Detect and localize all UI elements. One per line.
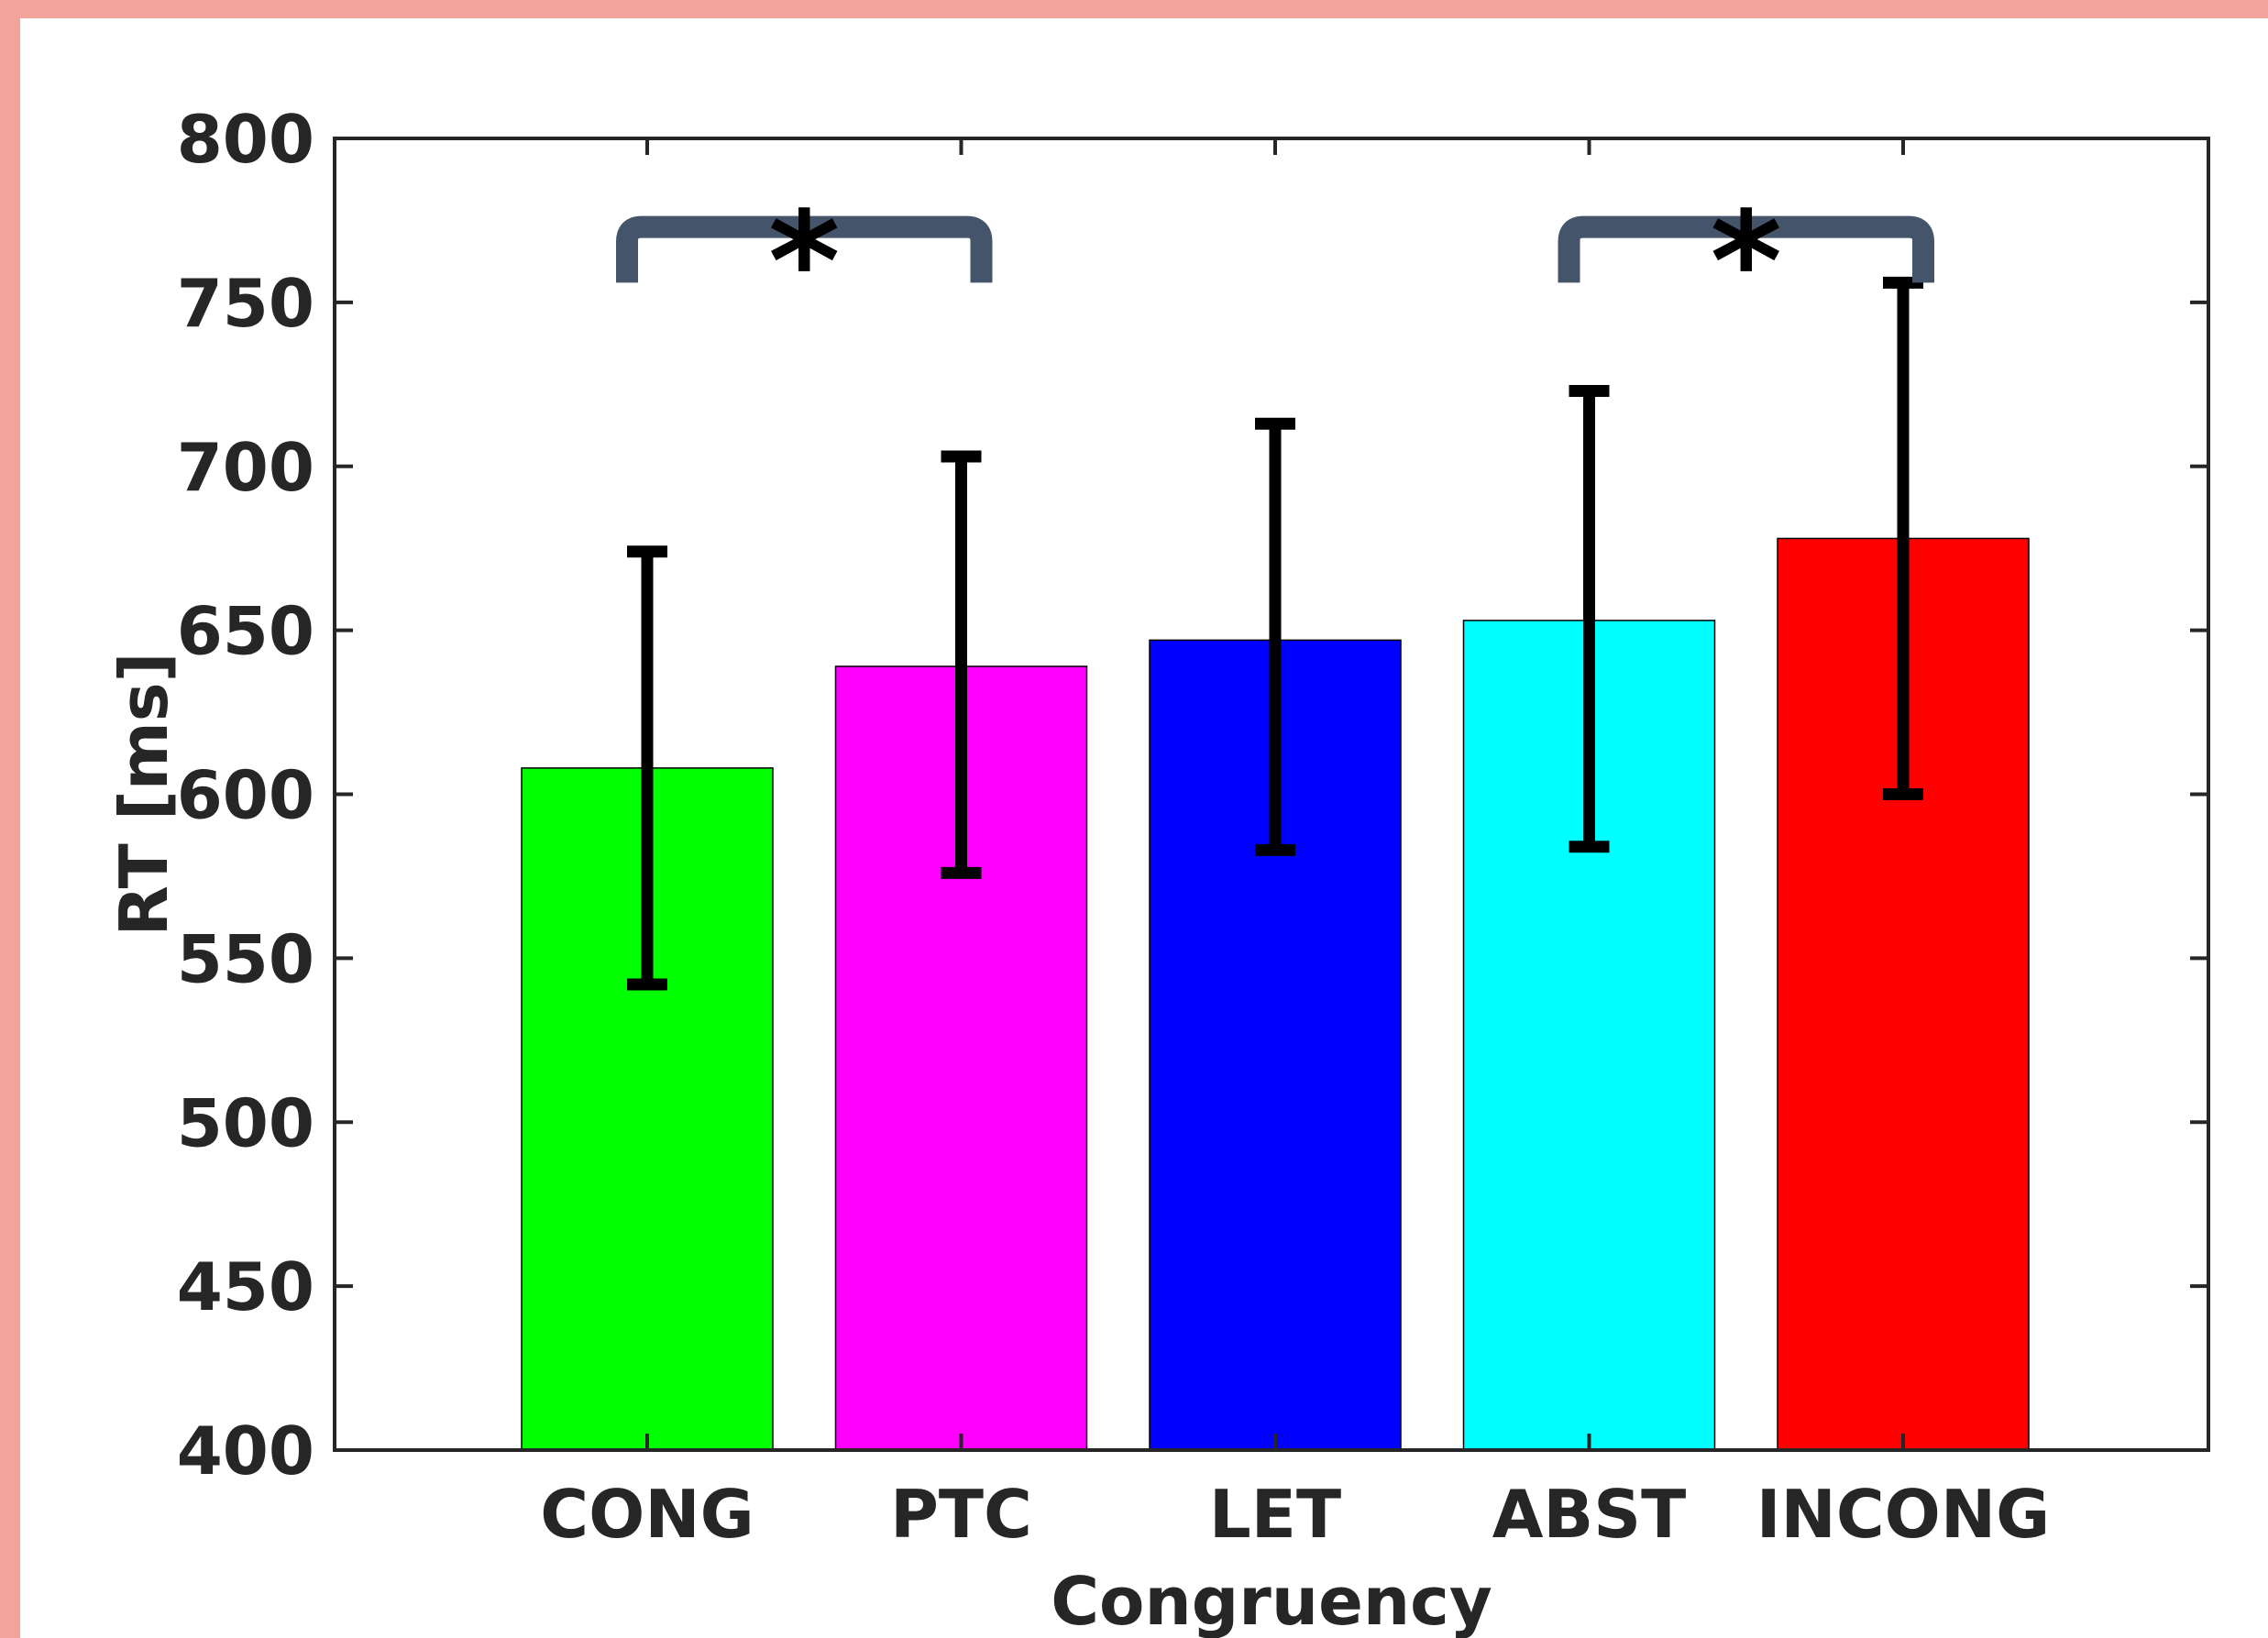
y-tick-label: 450 [177,1248,314,1325]
x-tick-label-incong: INCONG [1756,1476,2050,1553]
x-tick-label-ptc: PTC [890,1476,1032,1553]
x-axis-title: Congruency [1051,1563,1492,1638]
y-tick-label: 700 [177,429,314,506]
significance-bracket [616,215,993,283]
significance-bracket [1558,215,1934,283]
x-tick-label-abst: ABST [1492,1476,1687,1553]
y-axis-title: RT [ms] [105,652,182,936]
error-bar-ptc [941,450,982,879]
error-bar-abst [1569,384,1610,853]
figure-canvas: 400 450 500 550 600 650 700 750 800 CONG PTC LET ABS… [20,18,2268,1638]
bar-chart: 400 450 500 550 600 650 700 750 800 CONG PTC LET ABS… [105,101,2210,1638]
x-tick-label-cong: CONG [540,1476,754,1553]
y-tick-label: 400 [177,1413,314,1490]
error-bar-let [1255,417,1295,856]
significance-star: * [768,183,840,343]
significance-star: * [1711,183,1782,343]
y-tick-label: 650 [177,593,314,670]
y-tick-label: 500 [177,1084,314,1161]
x-tick-label-let: LET [1209,1476,1341,1553]
y-tick-label: 600 [177,757,314,834]
y-tick-label: 800 [177,101,314,178]
error-bar-cong [627,545,667,991]
y-tick-label: 750 [177,265,314,342]
y-tick-label: 550 [177,920,314,997]
